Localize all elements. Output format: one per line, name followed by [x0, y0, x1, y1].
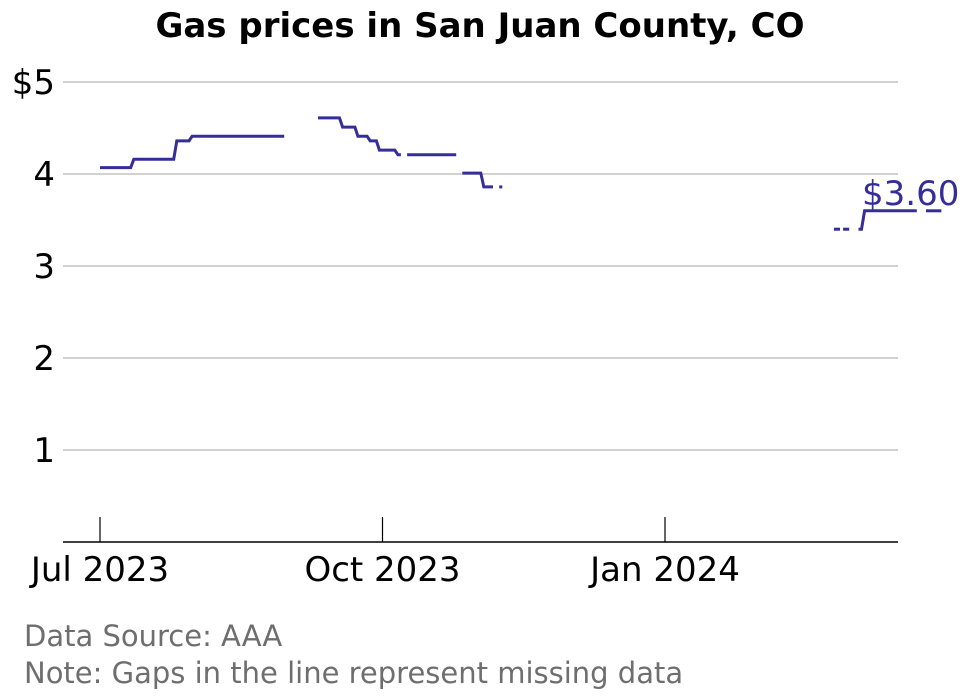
x-tick-label: Jan 2024: [588, 550, 740, 590]
y-tick-label: $5: [12, 63, 55, 103]
x-axis: Jul 2023 Oct 2023 Jan 2024: [29, 517, 898, 590]
y-tick-label: 4: [33, 155, 55, 195]
series-line-segment: [462, 171, 493, 189]
series-line-segment: [100, 134, 285, 170]
data-source-note: Data Source: AAA: [24, 619, 282, 653]
chart-title: Gas prices in San Juan County, CO: [155, 6, 804, 46]
y-axis: $5 4 3 2 1: [12, 63, 55, 471]
y-tick-label: 2: [33, 339, 55, 379]
end-value-label: $3.60: [862, 174, 959, 214]
y-tick-label: 3: [33, 247, 55, 287]
x-tick-label: Oct 2023: [304, 550, 460, 590]
missing-data-note: Note: Gaps in the line represent missing…: [24, 656, 683, 690]
price-series: [100, 116, 942, 231]
y-tick-label: 1: [33, 431, 55, 471]
x-tick-label: Jul 2023: [29, 550, 169, 590]
series-line-segment: [858, 209, 917, 231]
gridlines: [63, 81, 898, 451]
series-line-segment: [318, 116, 401, 157]
